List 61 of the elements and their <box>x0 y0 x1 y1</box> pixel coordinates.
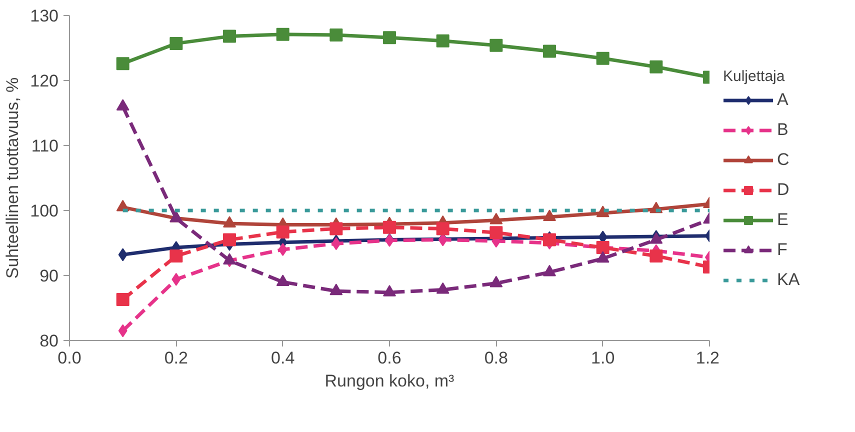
point <box>490 38 503 52</box>
y-tick-label: 80 <box>40 332 59 350</box>
point <box>330 284 343 296</box>
point <box>596 52 610 65</box>
point <box>543 44 556 58</box>
legend-label: E <box>777 210 790 230</box>
point <box>596 251 610 263</box>
x-tick-label: 1.2 <box>696 348 720 368</box>
point <box>332 237 341 250</box>
point <box>330 222 343 236</box>
point <box>330 28 343 42</box>
point <box>383 31 396 44</box>
y-tick-label: 110 <box>31 136 59 156</box>
x-axis-title: Rungon koko, m³ <box>324 372 455 390</box>
x-tick-label: 0.0 <box>58 348 82 368</box>
legend-label: D <box>777 180 790 200</box>
point <box>276 225 290 238</box>
legend-label: F <box>777 240 788 260</box>
point <box>118 248 128 262</box>
point <box>543 264 556 276</box>
point <box>436 34 450 48</box>
y-tick-label: 130 <box>30 6 59 26</box>
point <box>383 220 396 234</box>
point <box>490 212 503 224</box>
point <box>118 324 128 338</box>
point <box>116 99 130 110</box>
legend-label: KA <box>777 270 800 290</box>
y-tick-label: 120 <box>30 72 59 90</box>
point <box>278 243 288 256</box>
x-tick-label: 0.4 <box>271 348 295 368</box>
y-tick-label: 90 <box>40 266 59 286</box>
point <box>116 293 130 306</box>
legend-label: C <box>777 150 790 170</box>
point <box>223 30 236 43</box>
point <box>223 233 236 246</box>
x-tick-label: 1.0 <box>591 348 615 368</box>
point <box>172 272 181 286</box>
point <box>223 216 236 228</box>
legend-label: B <box>777 120 790 140</box>
point <box>276 274 290 286</box>
point <box>490 276 503 288</box>
legend-title: Kuljettaja <box>723 68 786 84</box>
x-tick-label: 0.2 <box>164 348 188 368</box>
point <box>276 28 290 41</box>
point <box>543 210 556 221</box>
point <box>490 226 503 240</box>
point <box>383 284 396 296</box>
y-axis-title: Suhteellinen tuottavuus, % <box>3 77 22 279</box>
point <box>223 253 236 265</box>
point <box>596 206 610 218</box>
y-tick-label: 100 <box>30 202 59 220</box>
point <box>650 60 663 74</box>
x-tick-label: 0.8 <box>484 348 508 368</box>
point <box>650 250 663 262</box>
point <box>170 36 183 50</box>
point <box>436 222 450 236</box>
point <box>170 250 183 262</box>
legend-label: A <box>777 90 790 110</box>
point <box>436 282 450 294</box>
point <box>116 57 130 70</box>
x-tick-label: 0.6 <box>378 348 402 368</box>
